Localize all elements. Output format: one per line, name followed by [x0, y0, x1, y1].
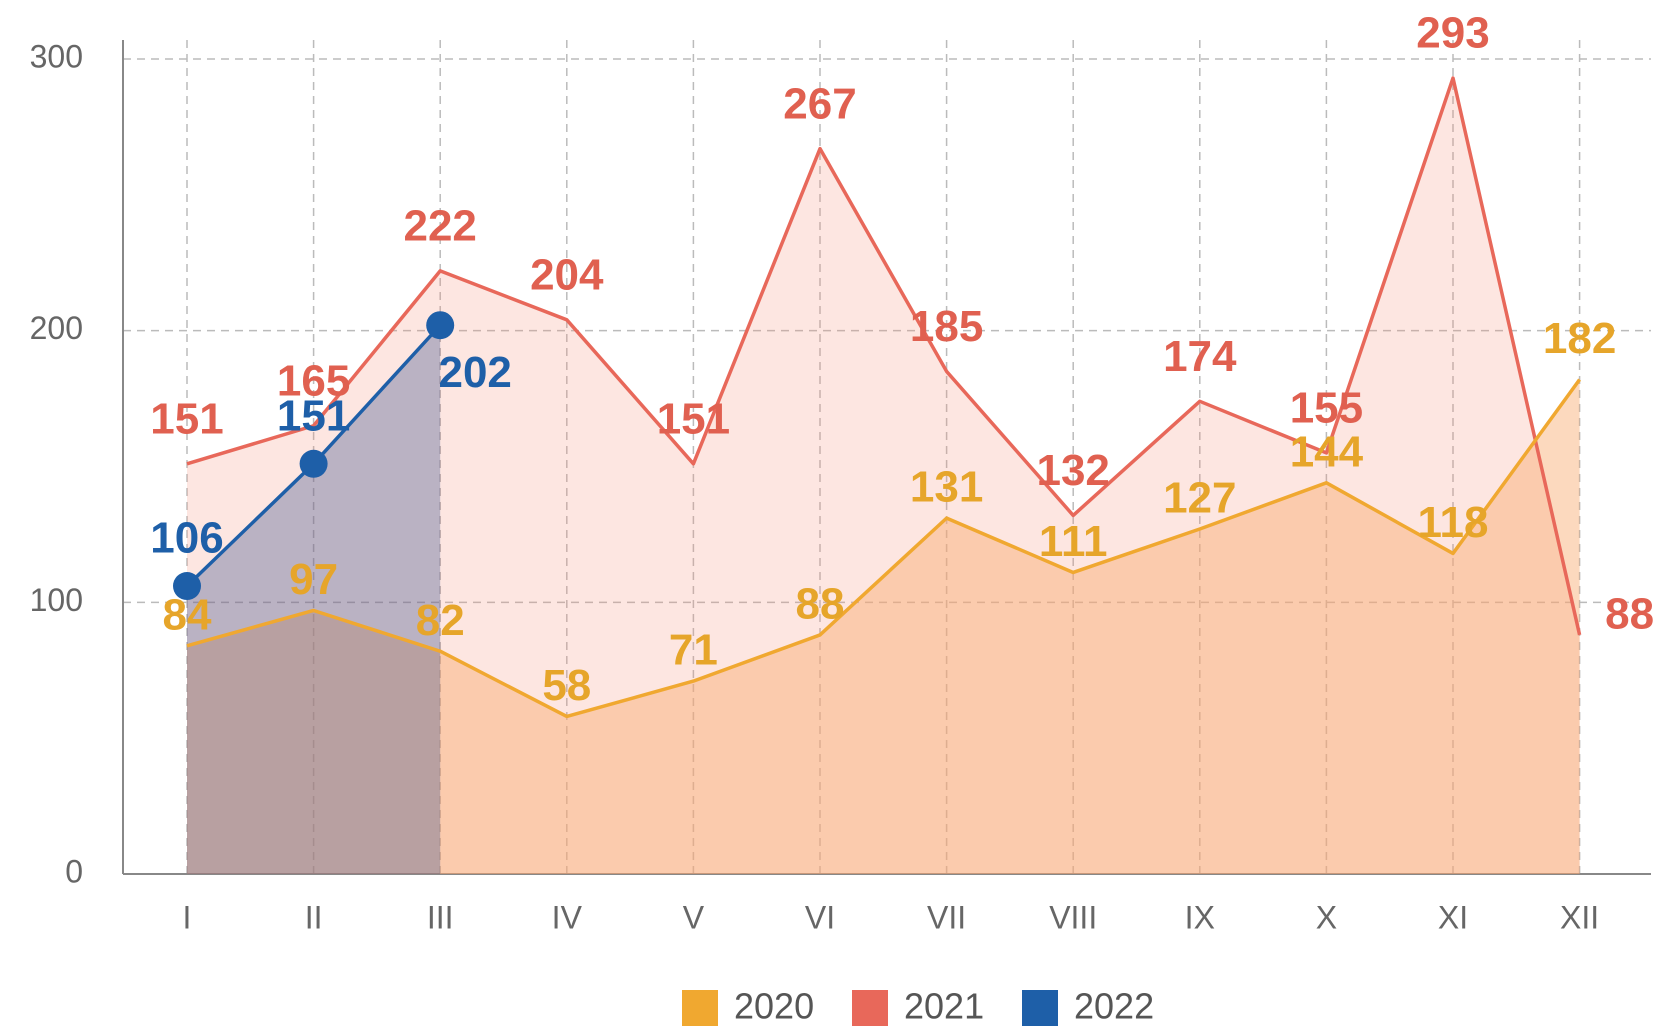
x-tick-label: III — [427, 899, 454, 935]
x-tick-label: IV — [552, 899, 583, 935]
value-label: 118 — [1418, 498, 1489, 547]
legend-label: 2022 — [1074, 986, 1154, 1026]
value-label: 165 — [277, 356, 350, 405]
value-label: 204 — [530, 250, 604, 299]
x-tick-label: VII — [927, 899, 966, 935]
value-label: 132 — [1036, 446, 1109, 495]
legend-swatch — [852, 990, 888, 1026]
point — [173, 572, 201, 601]
value-label: 88 — [796, 580, 845, 629]
legend-label: 2021 — [904, 986, 984, 1026]
y-tick-label: 100 — [30, 582, 83, 618]
value-label: 58 — [542, 661, 591, 710]
legend-swatch — [682, 990, 718, 1026]
x-tick-label: IX — [1185, 899, 1215, 935]
value-label: 71 — [669, 626, 718, 675]
point — [426, 311, 455, 340]
x-tick-label: X — [1316, 899, 1337, 935]
legend-label: 2020 — [734, 986, 814, 1026]
area — [187, 78, 1580, 874]
x-tick-label: VI — [805, 899, 835, 935]
value-label: 131 — [910, 463, 983, 512]
value-label: 267 — [783, 79, 856, 128]
y-tick-label: 200 — [30, 310, 83, 346]
value-label: 84 — [163, 590, 212, 639]
value-label: 293 — [1416, 9, 1489, 58]
line — [186, 76, 1582, 636]
x-tick-label: II — [305, 899, 323, 935]
value-label: 182 — [1543, 314, 1616, 363]
value-label: 97 — [289, 555, 338, 604]
value-label: 88 — [1605, 590, 1654, 639]
value-label: 174 — [1163, 332, 1237, 381]
value-label: 106 — [150, 514, 223, 563]
y-tick-label: 300 — [30, 38, 83, 74]
value-label: 82 — [416, 596, 465, 645]
x-tick-label: XII — [1560, 899, 1599, 935]
line — [186, 378, 1582, 719]
value-label: 127 — [1163, 474, 1236, 523]
value-label: 151 — [150, 394, 223, 443]
y-tick-label: 0 — [65, 853, 83, 889]
value-label: 185 — [910, 302, 983, 351]
x-tick-label: XI — [1438, 899, 1468, 935]
value-label: 144 — [1290, 427, 1364, 476]
x-tick-label: V — [683, 899, 705, 935]
value-label: 151 — [277, 391, 350, 440]
x-tick-label: I — [183, 899, 192, 935]
value-label: 202 — [438, 348, 511, 397]
value-label: 155 — [1290, 384, 1363, 433]
legend-swatch — [1022, 990, 1058, 1026]
value-label: 222 — [403, 202, 476, 251]
value-label: 111 — [1039, 517, 1108, 566]
x-tick-label: VIII — [1049, 899, 1097, 935]
area — [187, 379, 1580, 874]
value-label: 151 — [657, 394, 730, 443]
point — [299, 449, 328, 478]
area — [187, 325, 441, 875]
